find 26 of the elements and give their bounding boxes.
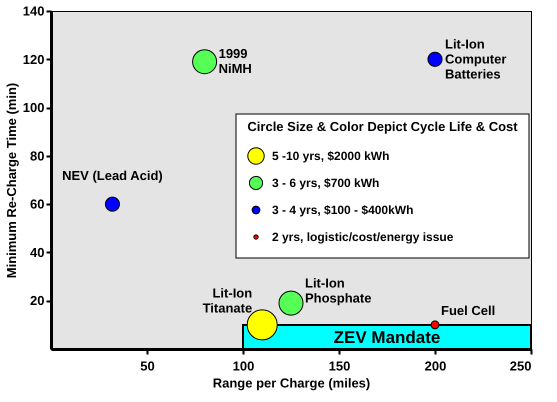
legend-label: 3 - 4 yrs, $100 - $400kWh — [272, 203, 414, 217]
y-tick-label: 100 — [22, 100, 44, 116]
annotation: Fuel Cell — [441, 302, 496, 318]
annotation: NEV (Lead Acid) — [62, 168, 163, 184]
y-tick-label: 80 — [30, 148, 44, 164]
y-tick-label: 40 — [30, 244, 44, 260]
x-tick-label: 200 — [424, 358, 446, 374]
annotation: Lit-Ion Computer Batteries — [445, 36, 506, 82]
legend-label: 2 yrs, logistic/cost/energy issue — [272, 230, 454, 244]
y-axis-title: Minimum Re-Charge Time (min) — [4, 82, 19, 278]
annotation: Lit-Ion Phosphate — [305, 276, 372, 306]
x-tick-label: 100 — [232, 358, 254, 374]
y-tick-label: 140 — [22, 4, 44, 18]
x-axis-title: Range per Charge (miles) — [212, 376, 370, 390]
legend-label: 5 -10 yrs, $2000 kWh — [272, 149, 390, 163]
legend-label: 3 - 6 yrs, $700 kWh — [272, 176, 380, 190]
band-label: ZEV Mandate — [334, 328, 440, 347]
x-tick-label: 150 — [328, 358, 350, 374]
x-tick-label: 50 — [140, 358, 155, 374]
x-tick-label: 250 — [510, 358, 532, 374]
annotation: Lit-Ion Titanate — [202, 285, 252, 316]
y-tick-label: 20 — [30, 293, 44, 308]
legend-title: Circle Size & Color Depict Cycle Life & Cost — [247, 119, 518, 134]
y-tick-label: 120 — [22, 52, 44, 67]
annotation: 1999 NiMH — [218, 46, 252, 76]
y-tick-label: 60 — [30, 196, 44, 212]
